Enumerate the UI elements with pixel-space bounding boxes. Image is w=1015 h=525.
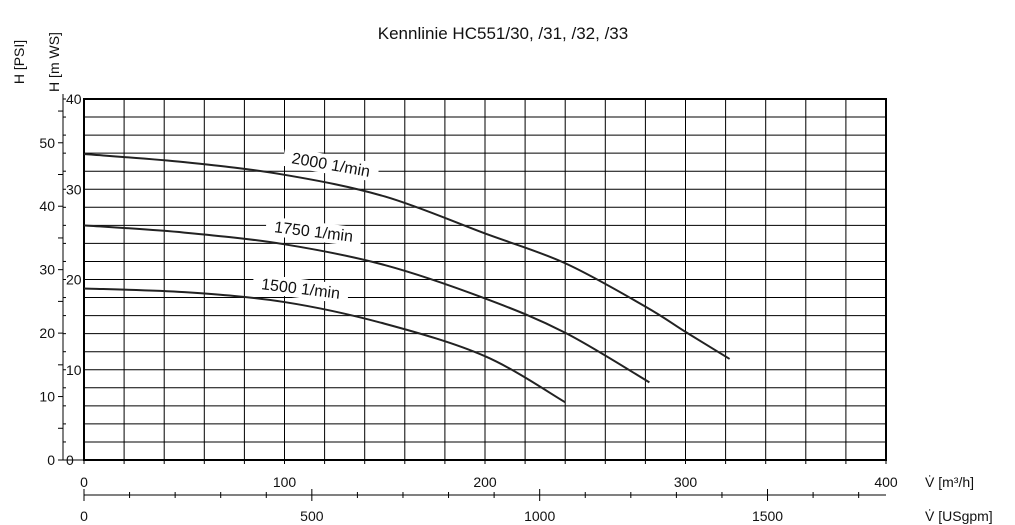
x-tick-label-m3h: 400: [874, 474, 898, 490]
y-tick-label-mws: 30: [66, 181, 82, 197]
y-tick-label-psi: 40: [39, 198, 55, 214]
y-tick-label-mws: 10: [66, 362, 82, 378]
chart-title: Kennlinie HC551/30, /31, /32, /33: [378, 24, 628, 43]
series-label: 1750 1/min: [273, 219, 354, 246]
x-axis-label-m3h: V̇ [m³/h]: [925, 474, 974, 490]
series-label-background: [282, 146, 380, 183]
x-tick-label-usgpm: 0: [80, 508, 88, 524]
series-label-background: [264, 216, 363, 247]
y-axis-label-mws: H [m WS]: [46, 32, 62, 92]
x-axis-label-usgpm: V̇ [USgpm]: [925, 508, 993, 524]
series-line-1500: [83, 287, 566, 404]
x-tick-label-m3h: 100: [273, 474, 297, 490]
grid: [83, 98, 887, 461]
y-tick-label-mws: 0: [66, 452, 74, 468]
series-label-group: 1750 1/min: [264, 216, 363, 247]
y-tick-label-mws: 40: [66, 91, 82, 107]
axes: [58, 94, 887, 501]
x-tick-label-m3h: 200: [473, 474, 497, 490]
curves: 2000 1/min 1750 1/min 1500 1/min: [83, 146, 731, 404]
x-tick-label-usgpm: 1000: [524, 508, 555, 524]
x-tick-label-m3h: 300: [674, 474, 698, 490]
y-tick-label-psi: 50: [39, 135, 55, 151]
y-axis-label-psi: H [PSI]: [11, 40, 27, 84]
x-tick-label-usgpm: 500: [300, 508, 324, 524]
y-tick-label-psi: 20: [39, 325, 55, 341]
series-label: 2000 1/min: [290, 150, 371, 180]
x-tick-label-m3h: 0: [80, 474, 88, 490]
series-line-1750: [83, 224, 650, 384]
y-tick-label-psi: 0: [47, 452, 55, 468]
x-tick-label-usgpm: 1500: [752, 508, 783, 524]
series-label-background: [251, 273, 350, 304]
y-tick-label-psi: 10: [39, 389, 55, 405]
y-tick-label-mws: 20: [66, 272, 82, 288]
y-tick-label-psi: 30: [39, 262, 55, 278]
series-line-2000: [83, 153, 731, 360]
series-label: 1500 1/min: [260, 276, 341, 303]
